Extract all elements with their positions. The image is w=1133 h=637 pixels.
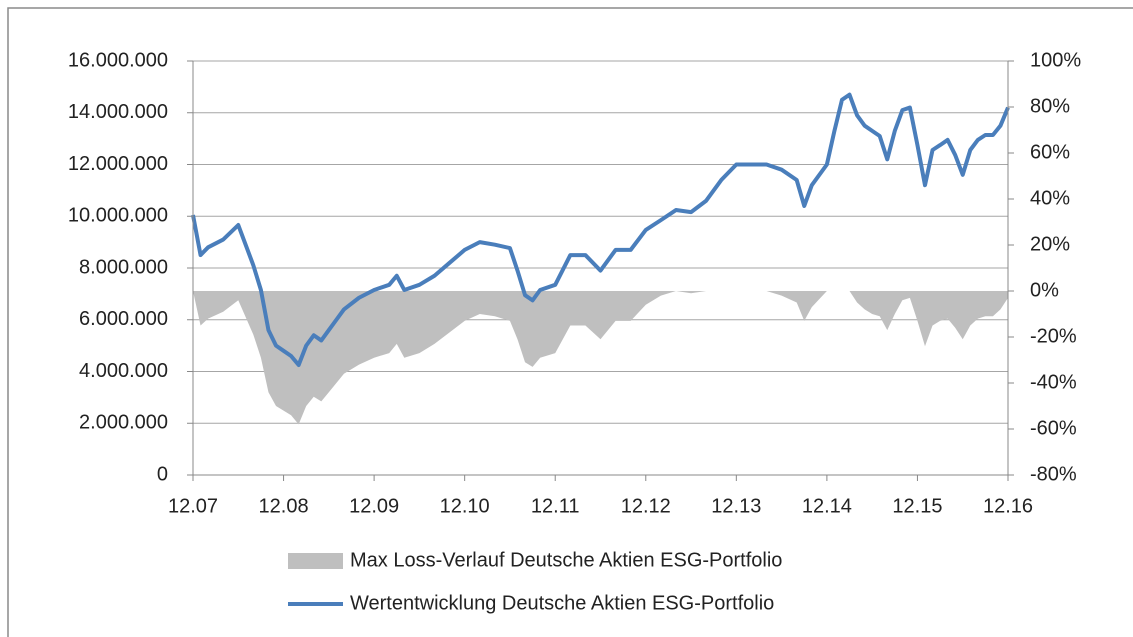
- y2-tick-label: 60%: [1030, 141, 1070, 163]
- x-tick-label: 12.11: [531, 495, 580, 517]
- x-tick-label: 12.16: [983, 495, 1033, 517]
- legend-swatch: [288, 553, 343, 569]
- x-tick-label: 12.13: [711, 495, 761, 517]
- line: [191, 92, 1010, 368]
- y-tick-label: 2.000.000: [79, 412, 168, 434]
- x-tick-label: 12.10: [440, 495, 490, 517]
- legend-label: Wertentwicklung Deutsche Aktien ESG-Port…: [350, 592, 774, 614]
- y-tick-label: 0: [157, 463, 168, 485]
- y2-tick-label: 0%: [1030, 279, 1059, 301]
- y-tick-label: 14.000.000: [68, 101, 168, 123]
- y2-tick-label: -80%: [1030, 463, 1077, 485]
- x-tick-label: 12.09: [349, 495, 399, 517]
- x-tick-label: 12.08: [259, 495, 309, 517]
- area: [193, 291, 1008, 425]
- x-tick-label: 12.14: [802, 495, 852, 517]
- marks: [191, 92, 1010, 425]
- y2-tick-label: -40%: [1030, 371, 1077, 393]
- legend: Max Loss-Verlauf Deutsche Aktien ESG-Por…: [288, 549, 782, 614]
- x-tick-label: 12.07: [168, 495, 218, 517]
- y2-tick-label: 40%: [1030, 187, 1070, 209]
- y2-tick-label: 80%: [1030, 95, 1070, 117]
- y2-tick-label: -60%: [1030, 417, 1077, 439]
- legend-label: Max Loss-Verlauf Deutsche Aktien ESG-Por…: [350, 549, 782, 571]
- y-tick-label: 4.000.000: [79, 360, 168, 382]
- y-tick-label: 16.000.000: [68, 49, 168, 71]
- y-tick-label: 6.000.000: [79, 308, 168, 330]
- y-tick-label: 10.000.000: [68, 205, 168, 227]
- y-tick-label: 12.000.000: [68, 153, 168, 175]
- x-tick-label: 12.15: [892, 495, 942, 517]
- y2-tick-label: 100%: [1030, 49, 1081, 71]
- y2-tick-label: 20%: [1030, 233, 1070, 255]
- x-tick-label: 12.12: [621, 495, 671, 517]
- axes: 0 2.000.000 4.000.000 6.000.000 8.000.000 10.…: [68, 49, 1081, 517]
- y-tick-label: 8.000.000: [79, 256, 168, 278]
- y2-tick-label: -20%: [1030, 325, 1077, 347]
